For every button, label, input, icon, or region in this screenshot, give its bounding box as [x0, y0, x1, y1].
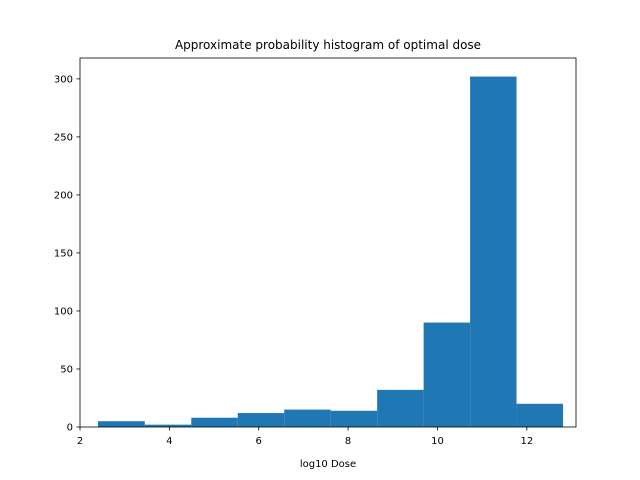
x-tick-label: 12: [520, 436, 533, 447]
histogram-bar-1: [97, 421, 145, 427]
x-tick-label: 2: [77, 436, 83, 447]
histogram-bar-9: [470, 76, 517, 427]
histogram-bar-2: [144, 424, 192, 427]
y-tick-label: 0: [67, 423, 73, 434]
histogram-bar-4: [237, 413, 285, 427]
y-tick-label: 250: [54, 132, 73, 143]
y-tick-label: 50: [60, 364, 73, 375]
histogram-bar-3: [191, 417, 238, 427]
histogram-bar-7: [377, 389, 424, 427]
axes-frame: [79, 57, 577, 428]
y-tick-label: 150: [54, 248, 73, 259]
y-axis-ticks: 0 50 100 150 200 250 300: [54, 74, 80, 434]
y-tick-label: 300: [54, 74, 73, 85]
y-tick-label: 200: [54, 190, 73, 201]
x-tick-label: 10: [431, 436, 444, 447]
histogram-bar-10: [516, 403, 564, 427]
bars-group: [97, 76, 564, 427]
histogram-bar-5: [284, 409, 331, 427]
x-axis-ticks: 2 4 6 8 10 12: [77, 427, 533, 447]
x-tick-label: 4: [166, 436, 172, 447]
x-axis-label: log10 Dose: [300, 459, 356, 470]
x-tick-label: 6: [256, 436, 262, 447]
y-tick-label: 100: [54, 306, 73, 317]
histogram-bar-8: [423, 322, 471, 427]
x-tick-label: 8: [345, 436, 351, 447]
histogram-bar-6: [330, 410, 378, 427]
chart-title: Approximate probability histogram of opt…: [175, 38, 481, 52]
